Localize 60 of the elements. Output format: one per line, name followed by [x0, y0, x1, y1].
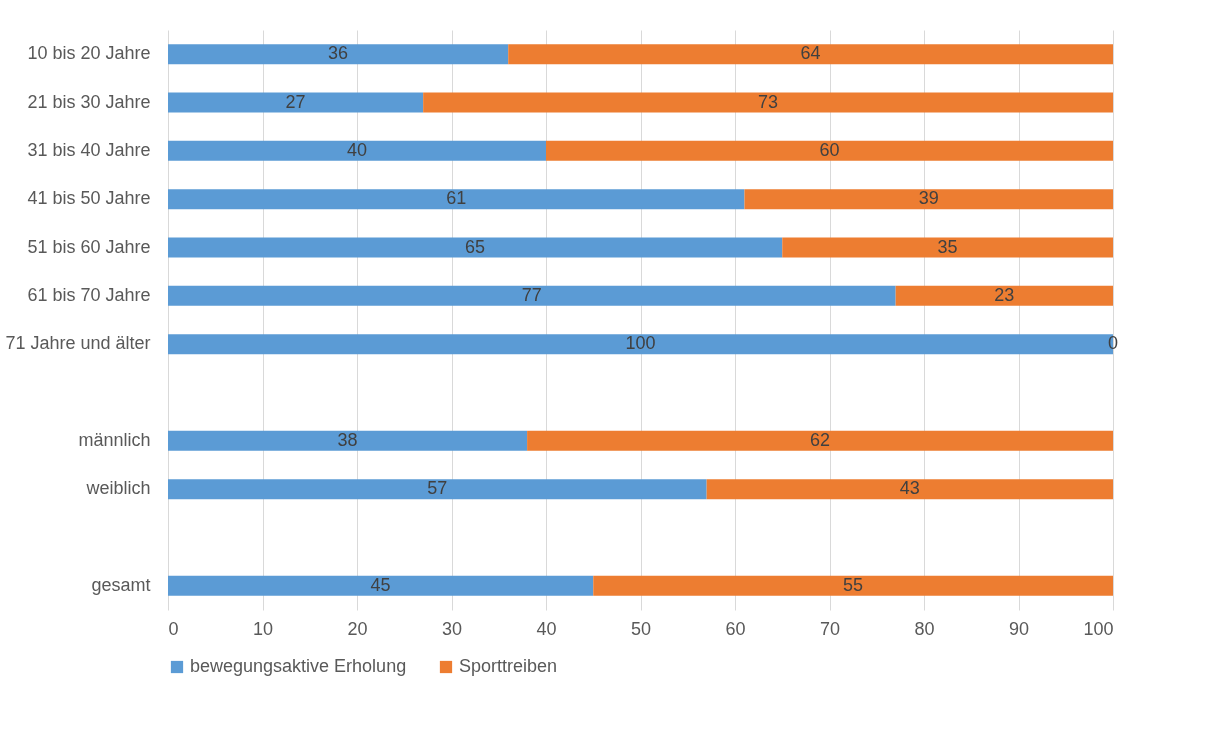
x-tick-label: 50: [630, 618, 652, 639]
legend-label: bewegungsaktive Erholung: [190, 656, 407, 676]
data-label: 77: [521, 284, 542, 305]
bar: [895, 285, 1113, 306]
data-label: 40: [346, 139, 368, 160]
data-label: 55: [843, 574, 864, 595]
y-tick-label: 31 bis 40 Jahre: [27, 139, 151, 160]
bar: [168, 189, 745, 210]
y-tick-label: 41 bis 50 Jahre: [27, 188, 151, 209]
x-tick-label: 0: [168, 618, 179, 639]
data-label: 57: [427, 478, 448, 499]
y-tick-label: 10 bis 20 Jahre: [27, 43, 151, 64]
y-tick-label: 71 Jahre und älter: [5, 333, 151, 354]
x-tick-label: 40: [536, 618, 557, 639]
bar: [168, 430, 528, 451]
data-label: 35: [937, 236, 958, 257]
x-tick-label: 90: [1008, 618, 1030, 639]
data-label: 27: [285, 91, 306, 112]
y-tick-label: 61 bis 70 Jahre: [27, 284, 151, 305]
data-label: 43: [899, 478, 920, 499]
y-tick-label: gesamt: [91, 574, 151, 595]
data-label: 73: [758, 91, 779, 112]
data-label: 39: [918, 188, 939, 209]
x-tick-label: 80: [914, 618, 935, 639]
data-label: 100: [625, 333, 656, 354]
data-label: 23: [994, 284, 1015, 305]
bar: [527, 430, 1113, 451]
bar: [593, 575, 1113, 596]
bar: [782, 237, 1113, 258]
data-label: 61: [446, 188, 467, 209]
bar: [744, 189, 1113, 210]
bar: [168, 92, 424, 113]
bar: [168, 237, 783, 258]
x-tick-label: 30: [441, 618, 463, 639]
data-label: 64: [800, 43, 821, 64]
x-tick-label: 100: [1083, 618, 1114, 639]
x-tick-label: 10: [252, 618, 274, 639]
x-tick-label: 70: [819, 618, 841, 639]
data-label: 36: [328, 43, 349, 64]
bar: [168, 44, 509, 65]
y-tick-label: 21 bis 30 Jahre: [27, 91, 151, 112]
bar: [168, 575, 594, 596]
bar: [168, 285, 896, 306]
legend-label: Sporttreiben: [459, 656, 558, 676]
x-tick-label: 20: [347, 618, 368, 639]
bar: [423, 92, 1113, 113]
y-tick-label: 51 bis 60 Jahre: [27, 236, 151, 257]
data-label: 65: [465, 236, 486, 257]
y-tick-label: männlich: [78, 429, 151, 450]
bar: [706, 479, 1113, 500]
bar: [168, 140, 546, 161]
bar: [546, 140, 1113, 161]
data-label: 60: [819, 139, 840, 160]
bar: [168, 479, 707, 500]
data-label: 62: [810, 429, 831, 450]
data-label: 38: [337, 429, 358, 450]
y-tick-label: weiblich: [85, 478, 151, 499]
data-label: 45: [370, 574, 391, 595]
x-tick-label: 60: [725, 618, 746, 639]
bar: [508, 44, 1113, 65]
